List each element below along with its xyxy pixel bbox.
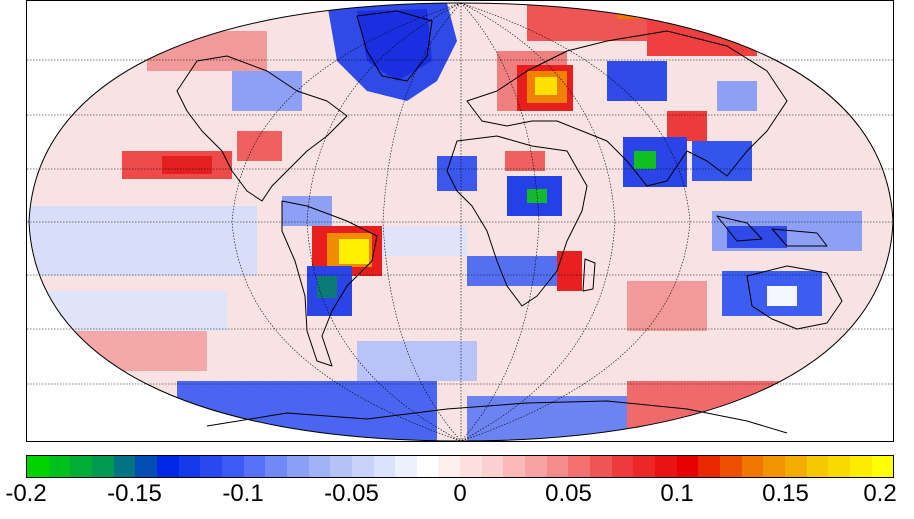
globe-outline [28,2,893,441]
colorbar-tick-label: 0.05 [545,480,592,507]
colorbar-swatch [503,456,526,477]
colorbar-swatch [156,456,179,477]
colorbar-tick-label: -0.1 [222,480,264,507]
colorbar-tick-label: 0 [453,480,467,507]
colorbar-swatch [720,456,742,477]
colorbar-swatch [460,456,482,477]
s-africa-blue [467,256,557,286]
colorbar-swatch [221,456,244,477]
pacific-cool-band-2 [29,291,227,331]
s-indian-red [627,281,707,331]
siberia-blue [607,61,667,101]
coastlines [176,10,843,434]
colorbar-swatch [27,456,49,477]
arctic-red-1 [527,3,647,41]
colorbar-swatch [698,456,720,477]
colorbar-swatch [568,456,591,477]
world-map [27,2,893,441]
colorbar-swatch [655,456,677,477]
pacific-cool-band [29,206,257,276]
colorbar-swatch [135,456,157,477]
colorbar-swatch [243,456,266,477]
colorbar-swatch [806,456,829,477]
colorbar-swatch [265,456,287,477]
arctic-red-2 [647,11,757,56]
greenland-blue-core [357,9,432,81]
n-atlantic-blue [232,71,302,111]
colorbar-swatch [200,456,222,477]
se-asia-blue [692,141,752,181]
colorbar-tick-label: 0.15 [762,480,809,507]
colorbar-tick-label: -0.05 [324,480,379,507]
graticule [27,2,893,441]
colorbar-tick-label: 0.2 [863,480,897,507]
colorbar-swatch [178,456,201,477]
w-africa-blue [437,156,477,191]
colorbar-tick-label: -0.2 [5,480,47,507]
southern-ocean-red [67,331,207,371]
colorbar-swatch [525,456,547,477]
asia-red [667,111,707,141]
colorbar-swatch [784,456,807,477]
colorbar-swatch [611,456,634,477]
colorbar-swatch [48,456,71,477]
colorbar-swatch [871,456,893,477]
colorbar-swatch [590,456,612,477]
colorbar-swatch [741,456,764,477]
arctic-orange [617,3,667,19]
colorbar-swatch [438,456,461,477]
indonesia-blue-core [727,226,787,248]
amazon-blue [282,196,332,226]
atlantic-red [237,131,282,161]
southern-ocean-blue [357,341,477,381]
colorbar-tick-label: -0.15 [107,480,162,507]
colorbar-swatch [286,456,309,477]
map-frame [26,0,894,442]
colorbar-swatch [70,456,92,477]
colorbar-swatch [308,456,331,477]
colorbar-swatch [330,456,352,477]
colorbar-swatch [849,456,872,477]
colorbar-swatch [351,456,374,477]
europe-hotspot-yellow [535,77,557,95]
colorbar-tick-label: 0.1 [660,480,694,507]
colorbar-swatch [481,456,504,477]
africa-red [505,151,545,171]
colorbar-swatch [763,456,785,477]
pacific-red-band-core [162,156,212,174]
siberia-blue-light [717,81,757,111]
data-field [29,3,893,441]
colorbar-swatch [676,456,699,477]
australia-white [767,286,797,306]
colorbar-swatch [113,456,136,477]
madagascar-red [557,251,582,291]
colorbar-swatch [91,456,114,477]
colorbar-swatch [416,456,439,477]
s-america-teal [317,276,337,298]
brazil-yellow [339,239,369,264]
colorbar-swatch [828,456,850,477]
colorbar-swatch [633,456,656,477]
india-green [634,151,656,169]
colorbar [26,455,894,478]
colorbar-swatch [395,456,417,477]
colorbar-swatch [546,456,569,477]
colorbar-swatch [373,456,396,477]
